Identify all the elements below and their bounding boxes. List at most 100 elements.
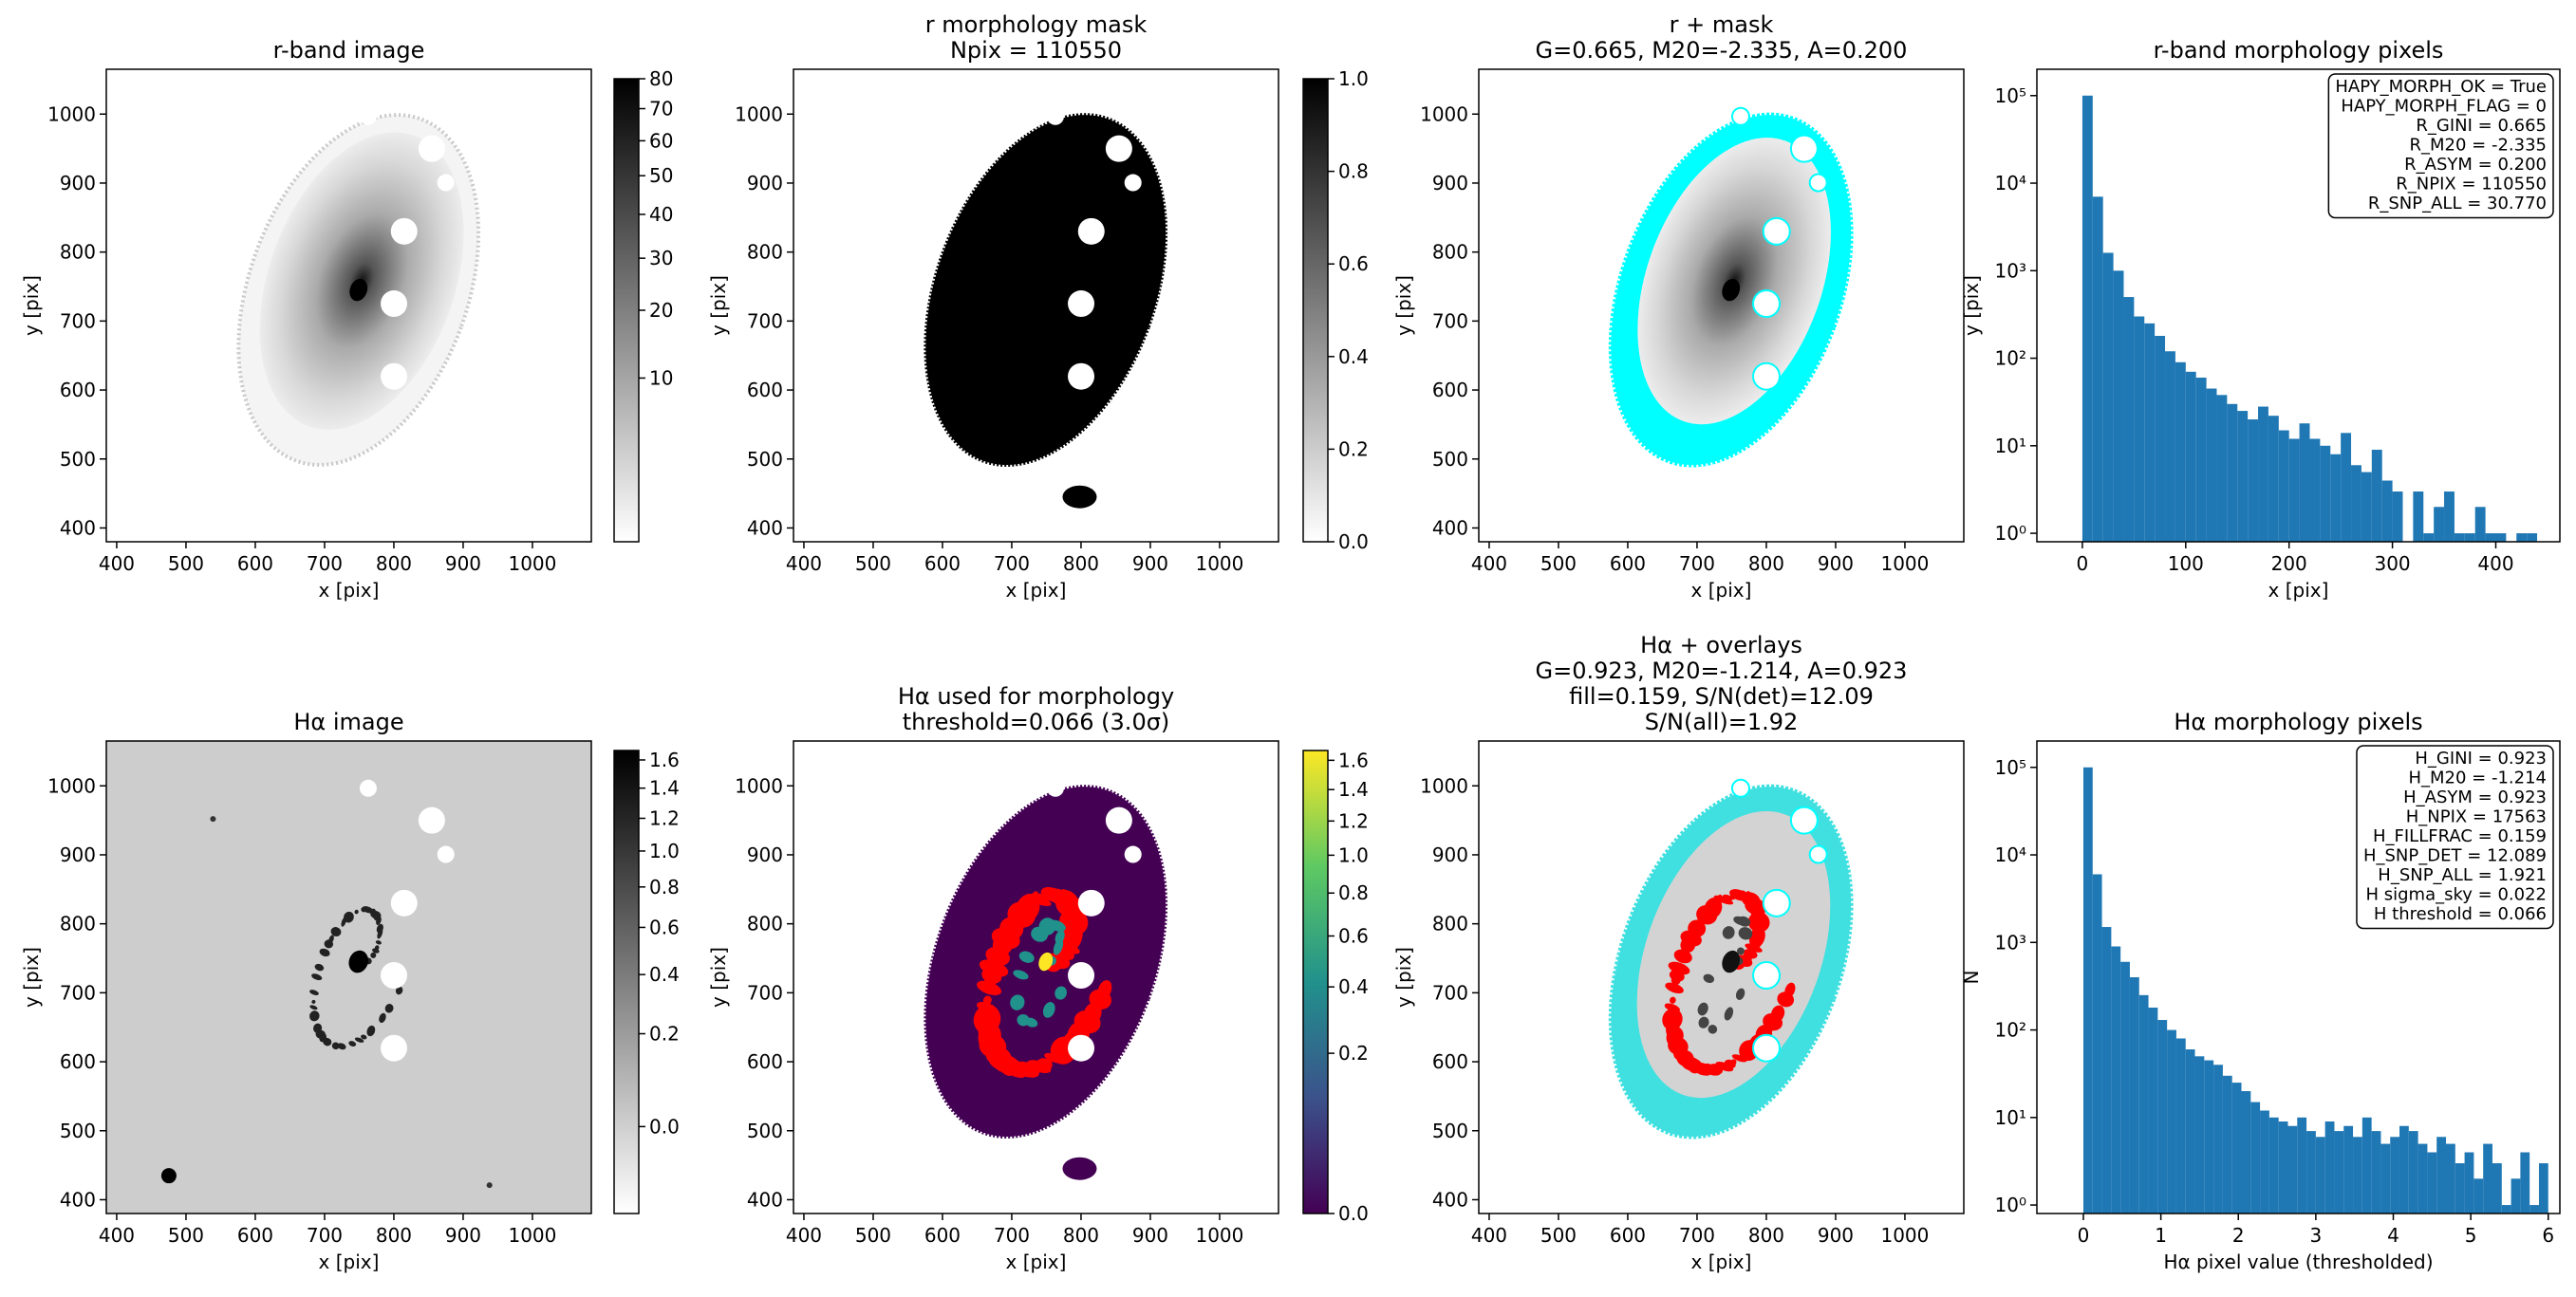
- bright-pixels: [1013, 970, 1029, 980]
- x-tick-label: 500: [168, 552, 204, 575]
- emission-knot: [311, 973, 323, 981]
- masked-star: [390, 889, 418, 917]
- colorbar-tick-label: 0.4: [1338, 975, 1369, 998]
- x-tick-label: 400: [2477, 552, 2513, 575]
- panel: 400 500 600 700 800 900 1000 400 500 600 700 800 900…: [1392, 11, 1965, 602]
- annotation-line: HAPY_MORPH_OK = True: [2335, 77, 2547, 97]
- bar: [2527, 533, 2538, 542]
- detected-pixels: [1076, 1014, 1092, 1040]
- colorbar-tick-label: 50: [649, 164, 673, 187]
- emission-knot: [1722, 926, 1735, 939]
- bar: [2423, 533, 2435, 542]
- emission-knot: [395, 986, 403, 995]
- annotation-line: H_SNP_ALL = 1.921: [2378, 865, 2547, 885]
- bar: [2102, 252, 2114, 542]
- emission-knot: [361, 1034, 367, 1040]
- x-tick-label: 600: [924, 1224, 961, 1247]
- masked-star: [1124, 845, 1142, 863]
- y-tick-label: 10⁰: [1995, 1194, 2026, 1216]
- y-tick-label: 900: [60, 843, 96, 866]
- bar: [2231, 1083, 2242, 1214]
- colorbar-tick-label: 0.6: [1338, 252, 1369, 275]
- panel-title: G=0.923, M20=-1.214, A=0.923: [1536, 658, 1908, 684]
- emission-knot: [1703, 973, 1715, 983]
- y-tick-label: 500: [60, 1120, 96, 1142]
- bar: [2185, 371, 2196, 542]
- x-tick-label: 600: [1610, 552, 1646, 575]
- bar: [2464, 1152, 2474, 1214]
- emission-knot: [362, 906, 374, 914]
- y-tick-label: 400: [60, 516, 96, 539]
- star: [210, 816, 216, 823]
- plot-area: [1479, 69, 1964, 542]
- masked-star: [359, 107, 377, 125]
- detected-pixels: [1704, 897, 1723, 919]
- bar: [2258, 406, 2268, 542]
- panel-title: S/N(all)=1.92: [1645, 709, 1799, 735]
- y-tick-label: 900: [747, 843, 783, 866]
- emission-knot: [348, 1041, 357, 1047]
- masked-star: [1068, 1034, 1095, 1062]
- bar: [2268, 1117, 2279, 1214]
- detected-pixels: [1741, 1050, 1750, 1058]
- x-tick-label: 500: [168, 1224, 204, 1247]
- bright-pixels: [1018, 951, 1035, 963]
- x-tick-label: 600: [237, 1224, 273, 1247]
- x-tick-label: 700: [307, 1224, 343, 1247]
- y-tick-label: 10³: [1995, 931, 2026, 954]
- bar: [2157, 1020, 2168, 1214]
- masked-star: [1124, 174, 1142, 192]
- y-axis-label: y [pix]: [1392, 275, 1415, 336]
- bar: [2248, 419, 2259, 542]
- colorbar-tick-label: 0.2: [1338, 437, 1369, 460]
- x-tick-label: 900: [1818, 552, 1854, 575]
- bar: [2371, 450, 2382, 542]
- y-tick-label: 800: [747, 241, 783, 264]
- y-tick-label: 700: [747, 309, 783, 332]
- x-tick-label: 500: [855, 1224, 891, 1247]
- emission-knot: [354, 1037, 364, 1043]
- panel-title: threshold=0.066 (3.0σ): [903, 709, 1170, 735]
- detected-pixels: [1673, 949, 1692, 964]
- panel: 400 500 600 700 800 900 1000 400 500 600 700 800 900…: [1392, 632, 1965, 1273]
- masked-star: [1068, 290, 1095, 318]
- bar: [2501, 1205, 2511, 1214]
- x-tick-label: 100: [2168, 552, 2204, 575]
- x-tick-label: 5: [2465, 1224, 2477, 1247]
- y-tick-label: 600: [60, 1050, 96, 1073]
- y-tick-label: 10⁴: [1995, 172, 2026, 195]
- y-tick-label: 500: [747, 448, 783, 471]
- y-tick-label: 900: [60, 172, 96, 195]
- bar: [2222, 1075, 2232, 1214]
- bar: [2315, 1137, 2325, 1214]
- x-tick-label: 4: [2387, 1224, 2399, 1247]
- bar: [2134, 316, 2145, 542]
- x-tick-label: 400: [786, 1224, 822, 1247]
- y-tick-label: 10²: [1995, 1019, 2026, 1042]
- panel-title: fill=0.159, S/N(det)=12.09: [1569, 683, 1874, 710]
- masked-star: [437, 845, 455, 863]
- detected-pixels: [1715, 1061, 1734, 1072]
- x-axis-label: x [pix]: [319, 579, 380, 602]
- y-tick-label: 10³: [1995, 259, 2026, 282]
- bar: [2288, 438, 2300, 542]
- detected-pixels: [977, 1001, 998, 1014]
- star: [486, 1182, 493, 1189]
- annotation-line: H_ASYM = 0.923: [2403, 787, 2547, 807]
- plot-area: [793, 741, 1279, 1214]
- y-tick-label: 500: [747, 1120, 783, 1142]
- detected-pixels: [1016, 894, 1040, 922]
- galaxy: [924, 113, 1168, 467]
- bar: [2194, 1056, 2205, 1214]
- x-tick-label: 800: [1063, 1224, 1099, 1247]
- x-tick-label: 600: [924, 552, 961, 575]
- colorbar-tick-label: 0.0: [1338, 1202, 1369, 1225]
- bar: [2381, 480, 2393, 542]
- annotation-line: H_M20 = -1.214: [2408, 769, 2547, 788]
- bar: [2427, 1152, 2437, 1214]
- bar: [2538, 1163, 2548, 1214]
- detected-pixels: [999, 917, 1024, 940]
- bar: [2297, 1117, 2307, 1214]
- emission-knot: [319, 948, 330, 957]
- bar: [2268, 416, 2279, 542]
